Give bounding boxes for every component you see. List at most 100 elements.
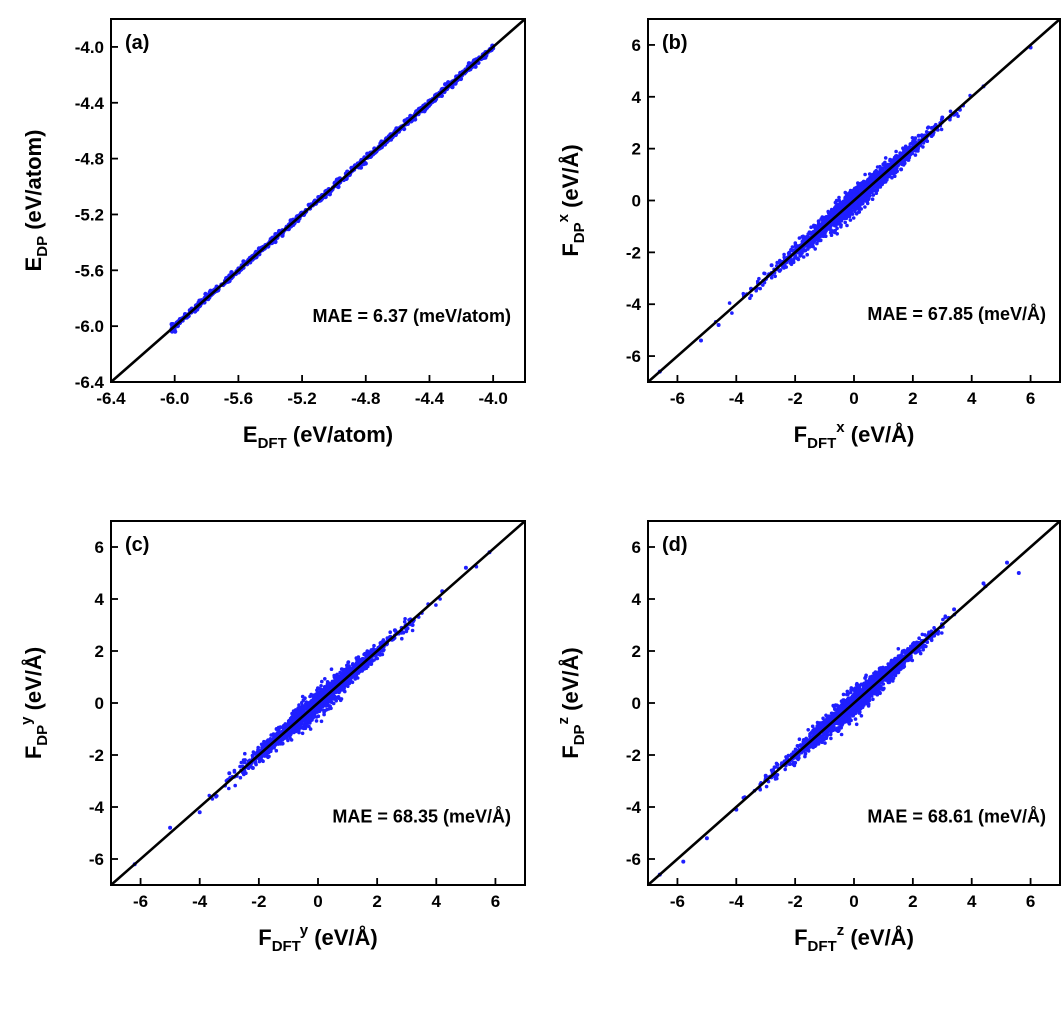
scatter-point <box>845 223 849 228</box>
scatter-point <box>280 742 285 746</box>
scatter-point <box>298 724 303 729</box>
scatter-point <box>775 773 780 777</box>
x-axis-label-unit: (eV/atom) <box>287 422 393 447</box>
scatter-point <box>264 741 268 746</box>
scatter-point <box>324 704 328 708</box>
scatter-point <box>326 682 330 687</box>
scatter-point <box>301 726 306 731</box>
scatter-point <box>343 667 347 672</box>
scatter-point <box>891 170 896 175</box>
scatter-point <box>867 172 872 176</box>
scatter-point <box>244 771 248 775</box>
scatter-point <box>788 261 792 265</box>
x-tick-label: 0 <box>849 389 858 408</box>
scatter-point <box>941 617 945 622</box>
scatter-point <box>836 207 840 212</box>
scatter-point <box>810 724 815 729</box>
scatter-point <box>925 126 930 130</box>
scatter-point <box>845 689 850 694</box>
scatter-point <box>727 301 732 305</box>
scatter-point <box>796 257 801 262</box>
scatter-point <box>381 638 386 642</box>
scatter-point <box>813 247 817 251</box>
scatter-point <box>758 286 762 291</box>
scatter-point <box>787 250 791 255</box>
y-tick-label: -2 <box>89 746 104 765</box>
scatter-point <box>823 741 827 745</box>
scatter-point <box>888 157 892 162</box>
scatter-point <box>839 732 844 737</box>
scatter-point <box>320 679 324 684</box>
scatter-point <box>271 737 275 741</box>
scatter-point <box>434 603 438 607</box>
scatter-point <box>333 695 338 700</box>
x-tick-label: 2 <box>908 389 917 408</box>
scatter-point <box>861 194 865 198</box>
x-tick-label: 4 <box>432 892 442 911</box>
scatter-point <box>816 225 821 229</box>
scatter-point <box>863 172 867 177</box>
x-axis-label-subscript: DFT <box>272 938 301 955</box>
scatter-point <box>262 744 267 748</box>
scatter-point <box>317 696 322 700</box>
scatter-point <box>793 255 798 260</box>
x-tick-label: -6 <box>133 892 148 911</box>
scatter-point <box>773 274 777 279</box>
scatter-point <box>843 210 847 215</box>
scatter-point <box>319 684 323 688</box>
scatter-point <box>859 714 864 718</box>
scatter-point <box>268 749 273 753</box>
scatter-point <box>854 206 858 211</box>
scatter-point <box>910 136 915 140</box>
scatter-point <box>319 704 323 709</box>
scatter-point <box>238 775 243 780</box>
scatter-point <box>372 643 376 648</box>
scatter-point <box>382 648 386 652</box>
scatter-point <box>355 676 360 680</box>
scatter-point <box>257 759 262 764</box>
scatter-point <box>307 724 311 729</box>
scatter-point <box>354 661 359 665</box>
scatter-point <box>901 146 905 150</box>
scatter-point <box>763 271 767 276</box>
scatter-point <box>907 155 912 160</box>
scatter-point <box>372 658 376 662</box>
scatter-point <box>845 195 850 200</box>
scatter-point <box>322 708 326 713</box>
y-axis-label: FDPx (eV/Å) <box>555 144 588 256</box>
x-tick-label: 6 <box>1026 389 1035 408</box>
y-tick-label: -6.4 <box>75 373 105 392</box>
y-axis-label-main: E <box>21 257 46 272</box>
mae-annotation: MAE = 68.35 (meV/Å) <box>332 807 511 827</box>
scatter-point <box>232 770 237 774</box>
scatter-point <box>866 195 871 200</box>
scatter-point <box>741 291 746 296</box>
y-tick-label: 6 <box>632 36 641 55</box>
y-axis-label-unit: (eV/Å) <box>557 144 583 214</box>
scatter-point <box>798 254 802 258</box>
scatter-point <box>338 670 342 675</box>
scatter-point <box>844 215 849 220</box>
scatter-point <box>829 233 834 237</box>
scatter-point <box>251 750 256 754</box>
scatter-point <box>757 276 761 281</box>
scatter-point <box>861 179 866 184</box>
scatter-point <box>846 692 850 696</box>
scatter-point <box>288 733 293 737</box>
scatter-point <box>848 212 853 216</box>
y-tick-label: 6 <box>95 538 104 557</box>
scatter-point <box>327 697 332 702</box>
scatter-point <box>289 738 294 742</box>
scatter-point <box>769 275 774 280</box>
scatter-point <box>859 207 863 211</box>
scatter-point <box>857 210 861 214</box>
diagonal-line <box>648 19 1060 382</box>
scatter-point <box>816 219 821 224</box>
y-axis-label-main: F <box>558 243 583 256</box>
scatter-point <box>830 222 834 226</box>
y-tick-label: 4 <box>95 590 105 609</box>
scatter-point <box>274 727 279 731</box>
scatter-point <box>400 636 404 641</box>
scatter-point <box>350 680 355 685</box>
scatter-point <box>256 748 260 752</box>
